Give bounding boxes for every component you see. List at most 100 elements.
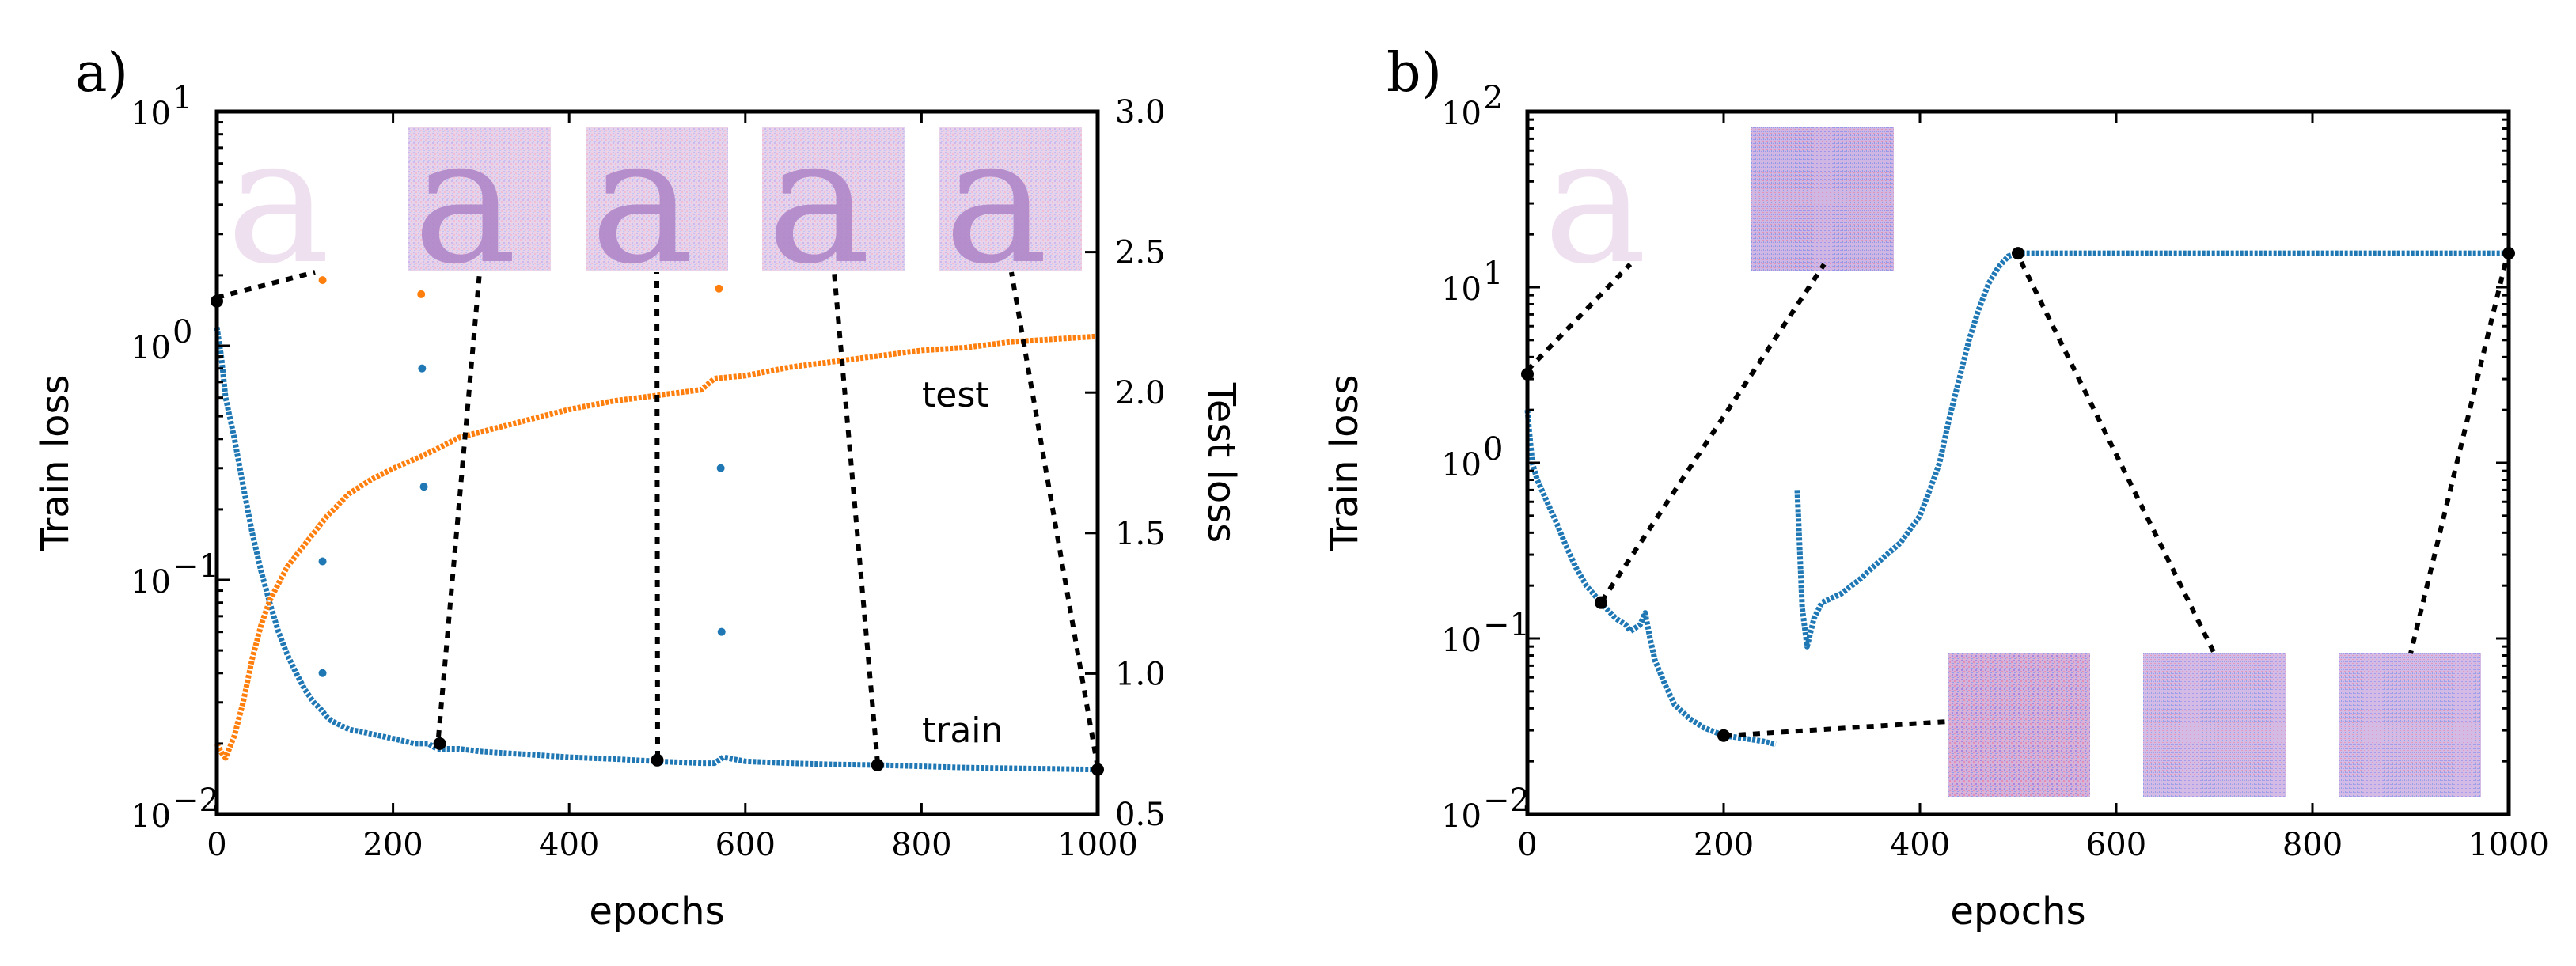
panel-b-plot bbox=[1521, 247, 2515, 748]
connector-b-4 bbox=[2408, 248, 2511, 654]
inset-image-a-1: a bbox=[408, 100, 551, 302]
inset-glyph-a-0: a bbox=[226, 100, 330, 302]
inset-glyph-a-3: a bbox=[767, 100, 871, 302]
y2-tick-label-5: 0.5 bbox=[1115, 797, 1166, 833]
series-line-test bbox=[214, 333, 1098, 761]
panel-b-insets: a bbox=[1543, 100, 2481, 797]
panel-a-xlabel: epochs bbox=[589, 889, 724, 934]
snapshot-marker-0-3 bbox=[871, 758, 884, 771]
panel-a-label: a) bbox=[75, 42, 128, 104]
x-tick-label-1-5: 1000 bbox=[2468, 827, 2549, 863]
inset-image-b-0: a bbox=[1543, 100, 1647, 302]
snapshot-marker-0-1 bbox=[433, 737, 446, 750]
y2-tick-label-2: 2.0 bbox=[1115, 375, 1166, 411]
inset-image-a-4: a bbox=[939, 100, 1082, 302]
spike-point-0-2-1 bbox=[318, 669, 327, 677]
y-tick-label-0-3: 10 bbox=[131, 798, 171, 835]
spike-point-0-2-4 bbox=[716, 464, 725, 472]
connector-a-1 bbox=[436, 271, 482, 738]
snapshot-marker-0-2 bbox=[651, 753, 664, 767]
x-tick-label-0-2: 400 bbox=[539, 827, 599, 863]
spike-point-0-2-5 bbox=[717, 627, 726, 636]
spike-point-0-3-0 bbox=[318, 276, 327, 285]
panel-a-plot bbox=[211, 276, 1104, 776]
y-tick-exp-1-0: 2 bbox=[1483, 80, 1503, 116]
snapshot-marker-1-2 bbox=[1717, 729, 1730, 742]
panel-b-ylabel: Train loss bbox=[1322, 374, 1367, 551]
y-tick-label-0-1: 10 bbox=[131, 330, 171, 366]
spike-point-0-2-0 bbox=[318, 557, 327, 566]
x-tick-label-1-1: 200 bbox=[1694, 827, 1754, 863]
connector-a-4 bbox=[1009, 271, 1100, 768]
panel-a-ylabel: Train loss bbox=[33, 374, 78, 551]
y-tick-label-1-2: 10 bbox=[1441, 447, 1481, 483]
x-tick-label-1-2: 400 bbox=[1890, 827, 1950, 863]
y-tick-exp-1-3: −1 bbox=[1483, 607, 1530, 643]
y-tick-exp-1-2: 0 bbox=[1483, 431, 1503, 468]
y-tick-exp-1-1: 1 bbox=[1483, 256, 1503, 292]
panel-a: a) a a a a a bbox=[33, 42, 1243, 934]
y-tick-exp-0-3: −2 bbox=[173, 782, 219, 819]
y-tick-label-1-4: 10 bbox=[1441, 798, 1481, 835]
y-tick-label-0-2: 10 bbox=[131, 564, 171, 600]
inset-glyph-b-0: a bbox=[1543, 100, 1647, 302]
series-line-train-segment-1 bbox=[1524, 409, 1777, 748]
panel-b-connectors bbox=[1525, 248, 2511, 738]
inset-image-a-2: a bbox=[586, 100, 728, 302]
panel-a-y2label: Test loss bbox=[1199, 382, 1243, 544]
inset-glyph-a-2: a bbox=[590, 100, 694, 302]
y-tick-label-1-3: 10 bbox=[1441, 623, 1481, 659]
connector-b-0 bbox=[1525, 262, 1633, 373]
connector-a-0 bbox=[216, 270, 316, 300]
spike-point-0-2-3 bbox=[419, 483, 428, 491]
train-annotation: train bbox=[922, 710, 1003, 751]
y-tick-exp-0-2: −1 bbox=[173, 548, 219, 585]
y2-tick-label-1: 2.5 bbox=[1115, 235, 1166, 271]
x-tick-label-1-0: 0 bbox=[1517, 827, 1537, 863]
panel-b-xlabel: epochs bbox=[1950, 889, 2085, 934]
x-tick-label-0-0: 0 bbox=[207, 827, 226, 863]
inset-image-b-1 bbox=[1751, 127, 1894, 271]
spike-point-0-2-2 bbox=[418, 364, 427, 373]
inset-glyph-a-1: a bbox=[413, 100, 517, 302]
panel-a-frame bbox=[214, 109, 1100, 816]
y-tick-exp-1-4: −2 bbox=[1483, 782, 1530, 819]
y2-tick-label-4: 1.0 bbox=[1115, 656, 1166, 692]
y-tick-exp-0-0: 1 bbox=[173, 80, 192, 116]
inset-image-b-4 bbox=[2339, 653, 2481, 797]
inset-image-b-3 bbox=[2143, 653, 2286, 797]
connector-b-3 bbox=[2013, 248, 2217, 655]
spike-point-0-3-2 bbox=[715, 284, 723, 293]
x-tick-label-0-3: 600 bbox=[715, 827, 776, 863]
y-tick-exp-0-1: 0 bbox=[173, 314, 192, 350]
y-tick-label-1-1: 10 bbox=[1441, 271, 1481, 308]
connector-b-2 bbox=[1724, 719, 1948, 738]
y2-tick-label-0: 3.0 bbox=[1115, 94, 1166, 131]
test-annotation: test bbox=[922, 375, 989, 415]
y-tick-label-0-0: 10 bbox=[131, 96, 171, 132]
x-tick-label-0-5: 1000 bbox=[1057, 827, 1138, 863]
inset-image-a-3: a bbox=[762, 100, 905, 302]
connector-b-1 bbox=[1599, 263, 1827, 603]
connector-a-2 bbox=[654, 271, 660, 759]
spike-point-0-3-1 bbox=[417, 290, 426, 298]
series-line-train bbox=[214, 327, 1098, 773]
x-tick-label-0-4: 800 bbox=[891, 827, 951, 863]
x-tick-label-1-4: 800 bbox=[2282, 827, 2343, 863]
y2-tick-label-3: 1.5 bbox=[1115, 516, 1166, 552]
panel-b-label: b) bbox=[1387, 42, 1442, 104]
inset-image-b-2 bbox=[1948, 653, 2090, 797]
inset-glyph-a-4: a bbox=[944, 100, 1048, 302]
panel-a-insets: a a a a a bbox=[226, 100, 1082, 302]
panel-a-connectors bbox=[216, 270, 1100, 768]
y-tick-label-1-0: 10 bbox=[1441, 96, 1481, 132]
x-tick-label-1-3: 600 bbox=[2086, 827, 2146, 863]
series-line-train-segment-2 bbox=[1794, 250, 2509, 650]
x-tick-label-0-1: 200 bbox=[362, 827, 423, 863]
connector-a-3 bbox=[832, 271, 880, 764]
inset-image-a-0: a bbox=[226, 100, 330, 302]
